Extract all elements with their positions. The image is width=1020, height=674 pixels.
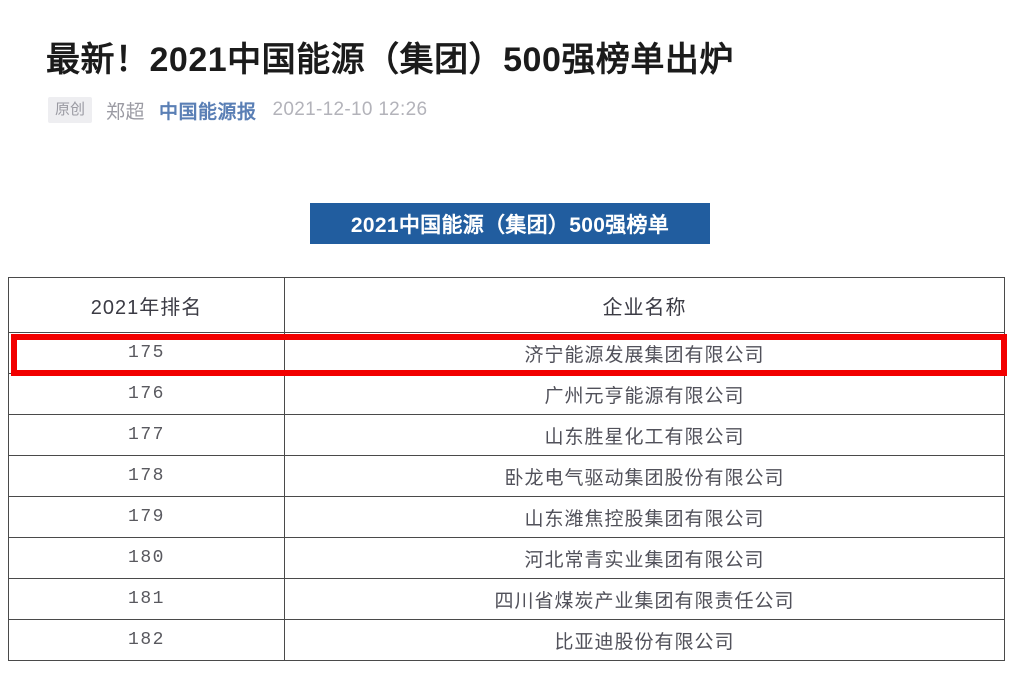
rank-table: 2021年排名 企业名称 175 济宁能源发展集团有限公司 176 广州元亨能源有限公… [8, 277, 1005, 661]
cell-rank: 178 [8, 455, 285, 497]
cell-rank: 182 [8, 619, 285, 661]
cell-company: 广州元亨能源有限公司 [284, 373, 1005, 415]
cell-rank: 179 [8, 496, 285, 538]
column-header-rank: 2021年排名 [8, 277, 285, 333]
cell-company: 比亚迪股份有限公司 [284, 619, 1005, 661]
cell-rank: 175 [8, 332, 285, 374]
rank-table-body: 175 济宁能源发展集团有限公司 176 广州元亨能源有限公司 177 山东胜星化工有限公… [8, 332, 1005, 661]
byline-source[interactable]: 中国能源报 [159, 101, 257, 123]
cell-company: 山东胜星化工有限公司 [284, 414, 1005, 456]
byline-author: 郑超 [106, 101, 146, 123]
column-header-company: 企业名称 [284, 277, 1005, 333]
rank-table-head: 2021年排名 企业名称 [8, 277, 1005, 333]
cell-rank: 177 [8, 414, 285, 456]
table-row: 176 广州元亨能源有限公司 [8, 373, 1005, 415]
original-badge: 原创 [48, 97, 93, 123]
cell-company: 卧龙电气驱动集团股份有限公司 [284, 455, 1005, 497]
table-header-row: 2021年排名 企业名称 [8, 277, 1005, 333]
cell-company: 济宁能源发展集团有限公司 [284, 332, 1005, 374]
rank-table-container: 2021年排名 企业名称 175 济宁能源发展集团有限公司 176 广州元亨能源有限公… [8, 277, 1005, 661]
cell-rank: 180 [8, 537, 285, 579]
table-row: 181 四川省煤炭产业集团有限责任公司 [8, 578, 1005, 620]
table-row: 178 卧龙电气驱动集团股份有限公司 [8, 455, 1005, 497]
table-row: 182 比亚迪股份有限公司 [8, 619, 1005, 661]
cell-company: 河北常青实业集团有限公司 [284, 537, 1005, 579]
cell-company: 山东潍焦控股集团有限公司 [284, 496, 1005, 538]
list-banner-label: 2021中国能源（集团）500强榜单 [350, 213, 670, 237]
page-title: 最新！2021中国能源（集团）500强榜单出炉 [46, 40, 734, 79]
table-row: 179 山东潍焦控股集团有限公司 [8, 496, 1005, 538]
cell-rank: 181 [8, 578, 285, 620]
cell-company: 四川省煤炭产业集团有限责任公司 [284, 578, 1005, 620]
table-row: 177 山东胜星化工有限公司 [8, 414, 1005, 456]
byline: 原创 郑超 中国能源报 2021-12-10 12:26 [48, 97, 427, 123]
table-row: 180 河北常青实业集团有限公司 [8, 537, 1005, 579]
byline-datetime: 2021-12-10 12:26 [272, 99, 428, 120]
cell-rank: 176 [8, 373, 285, 415]
list-banner: 2021中国能源（集团）500强榜单 [310, 203, 710, 244]
table-row: 175 济宁能源发展集团有限公司 [8, 332, 1005, 374]
